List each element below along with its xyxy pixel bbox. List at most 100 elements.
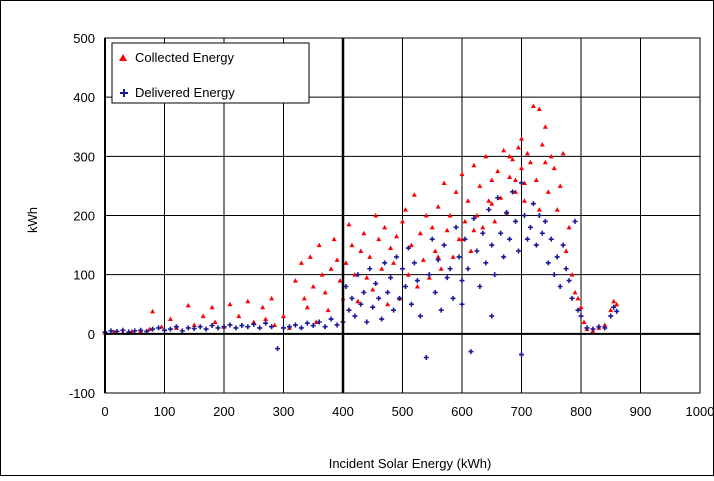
data-point-collected <box>513 177 519 182</box>
data-point-collected <box>319 272 325 277</box>
data-point-collected <box>489 177 495 182</box>
data-point-collected <box>539 142 545 147</box>
data-point-collected <box>251 319 257 324</box>
data-point-delivered <box>370 304 376 310</box>
data-point-delivered <box>352 313 358 319</box>
y-tick-label: 400 <box>73 90 95 105</box>
data-point-delivered <box>560 242 566 248</box>
tick-labels: 0 100 200 300 400 500 600 700 800 900 1000 -100 0 100… <box>69 31 714 419</box>
data-point-collected <box>533 177 539 182</box>
data-point-delivered <box>489 313 495 319</box>
data-point-delivered <box>215 325 221 331</box>
data-point-collected <box>370 286 376 292</box>
legend-marker-collected <box>119 54 127 61</box>
x-tick-label: 300 <box>273 404 295 419</box>
data-point-collected <box>435 254 441 259</box>
data-point-delivered <box>185 325 191 331</box>
data-point-delivered <box>450 295 456 301</box>
data-point-collected <box>572 289 578 295</box>
data-point-collected <box>521 180 527 185</box>
data-point-collected <box>167 316 173 322</box>
data-point-collected <box>426 275 432 280</box>
data-point-collected <box>325 307 331 313</box>
data-point-delivered <box>423 355 429 360</box>
data-point-collected <box>343 260 349 265</box>
data-point-collected <box>373 213 379 218</box>
data-point-delivered <box>373 281 379 287</box>
data-point-delivered <box>590 326 596 332</box>
x-tick-label: 400 <box>332 404 354 419</box>
data-point-delivered <box>227 322 233 328</box>
data-point-delivered <box>162 327 167 333</box>
data-point-delivered <box>316 319 322 325</box>
data-point-collected <box>495 168 501 174</box>
data-point-delivered <box>614 308 620 314</box>
data-point-collected <box>313 319 319 324</box>
data-point-collected <box>521 198 527 203</box>
data-point-collected <box>260 304 266 310</box>
data-point-collected <box>492 218 498 224</box>
y-tick-label: 0 <box>88 327 95 342</box>
data-point-collected <box>281 313 286 319</box>
data-point-delivered <box>569 295 575 301</box>
data-point-collected <box>301 295 307 301</box>
data-point-collected <box>298 260 304 265</box>
data-point-collected <box>209 304 215 310</box>
data-point-collected <box>516 144 522 150</box>
data-point-delivered <box>286 324 292 330</box>
data-point-collected <box>423 213 429 218</box>
data-point-collected <box>185 302 191 308</box>
data-point-delivered <box>376 295 382 301</box>
data-point-delivered <box>459 301 465 307</box>
data-point-delivered <box>173 324 179 330</box>
data-point-delivered <box>405 245 411 251</box>
data-point-collected <box>304 304 310 310</box>
x-tick-label: 600 <box>451 404 473 419</box>
data-point-delivered <box>611 304 617 310</box>
data-point-delivered <box>429 236 435 242</box>
data-point-delivered <box>516 248 522 254</box>
data-point-collected <box>236 313 242 319</box>
data-point-collected <box>575 295 581 301</box>
data-point-delivered <box>358 301 364 307</box>
data-point-delivered <box>465 266 471 272</box>
data-point-delivered <box>438 307 444 313</box>
data-point-delivered <box>379 316 385 322</box>
data-point-delivered <box>501 254 507 260</box>
data-point-collected <box>400 218 405 224</box>
data-point-delivered <box>367 266 373 272</box>
data-point-delivered <box>394 254 400 260</box>
data-point-collected <box>307 254 313 259</box>
data-point-collected <box>608 307 614 313</box>
data-point-collected <box>566 224 572 230</box>
data-point-collected <box>480 224 486 230</box>
data-point-delivered <box>257 325 263 331</box>
data-point-delivered <box>402 284 408 289</box>
data-point-collected <box>545 189 551 194</box>
data-point-delivered <box>263 320 269 326</box>
legend-box <box>111 42 310 104</box>
data-point-collected <box>337 278 343 283</box>
data-point-collected <box>414 284 420 289</box>
data-point-collected <box>388 245 394 251</box>
data-point-collected <box>272 322 278 327</box>
data-point-collected <box>292 278 298 283</box>
data-point-collected <box>507 174 513 180</box>
data-point-delivered <box>462 236 468 242</box>
data-point-delivered <box>310 323 316 329</box>
data-point-delivered <box>120 327 126 333</box>
data-point-collected <box>459 236 465 242</box>
data-point-delivered <box>480 230 486 236</box>
data-point-collected <box>462 218 468 224</box>
data-point-collected <box>614 301 620 307</box>
data-point-delivered <box>150 326 156 332</box>
data-point-collected <box>524 150 530 156</box>
data-point-collected <box>551 165 557 171</box>
data-point-delivered <box>575 307 581 313</box>
y-tick-label: -100 <box>69 386 95 401</box>
data-point-collected <box>581 319 587 324</box>
data-point-collected <box>453 189 459 194</box>
data-point-delivered <box>346 307 352 313</box>
data-point-delivered <box>203 326 209 332</box>
